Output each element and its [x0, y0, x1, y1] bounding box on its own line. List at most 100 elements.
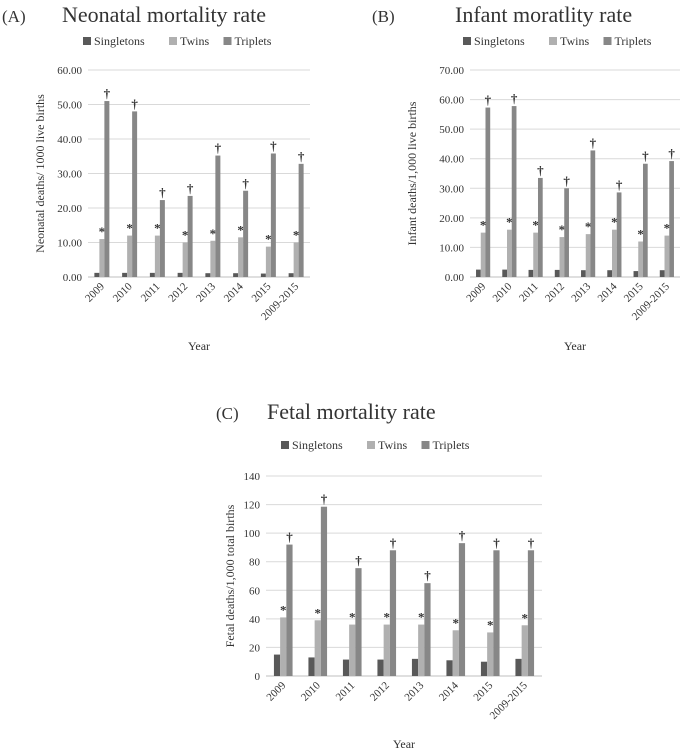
legend-swatch-singletons [463, 37, 471, 45]
y-tick-label: 70.00 [439, 65, 464, 77]
y-tick-label: 140 [244, 471, 261, 483]
significance-marker-twins: * [154, 221, 161, 236]
significance-marker-triplets: † [511, 91, 518, 106]
bar-twins [210, 240, 216, 277]
bar-triplets [458, 543, 466, 676]
significance-marker-twins: * [315, 605, 322, 620]
x-tick-label: 2009 [464, 280, 488, 304]
bar-twins [480, 232, 486, 277]
legend-label-twins: Twins [378, 438, 407, 452]
bar-singletons [377, 659, 384, 676]
legend-label-triplets: Triplets [433, 438, 470, 452]
legend-swatch-singletons [281, 441, 289, 449]
significance-marker-twins: * [637, 227, 644, 242]
bar-singletons [260, 273, 266, 277]
bar-triplets [104, 101, 110, 277]
bar-twins [452, 630, 459, 676]
bar-twins [559, 237, 565, 277]
y-tick-label: 100 [244, 528, 261, 540]
significance-marker-triplets: † [187, 181, 194, 196]
bar-singletons [633, 271, 639, 277]
bar-singletons [554, 269, 560, 277]
bar-twins [383, 624, 390, 676]
significance-marker-twins: * [532, 218, 539, 233]
x-tick-label: 2012 [543, 281, 567, 305]
legend-swatch-twins [367, 441, 375, 449]
significance-marker-triplets: † [286, 530, 293, 545]
significance-marker-twins: * [349, 610, 356, 625]
bar-singletons [149, 272, 155, 277]
x-tick-label: 2012 [368, 680, 392, 704]
bar-triplets [320, 506, 328, 676]
significance-marker-twins: * [99, 224, 106, 239]
x-tick-label: 2015 [471, 679, 495, 703]
chart-title: Infant moratlity rate [455, 2, 632, 27]
significance-marker-triplets: † [485, 93, 492, 108]
significance-marker-triplets: † [355, 553, 362, 568]
significance-marker-triplets: † [159, 185, 166, 200]
bar-twins [154, 235, 160, 277]
panel-neonatal-mortality: (A) Neonatal mortality rate Singletons Twin… [2, 2, 310, 353]
significance-marker-twins: * [384, 610, 391, 625]
bar-twins [238, 237, 244, 277]
x-tick-label: 2013 [402, 679, 426, 703]
significance-marker-twins: * [611, 215, 618, 230]
bar-twins [280, 617, 287, 676]
significance-marker-triplets: † [642, 149, 649, 164]
bar-singletons [122, 272, 128, 277]
legend-swatch-triplets [223, 37, 232, 45]
y-tick-label: 50.00 [439, 124, 464, 136]
y-tick-label: 0.00 [445, 272, 465, 284]
bar-singletons [94, 272, 100, 277]
bar-triplets [642, 163, 648, 277]
bar-triplets [590, 150, 596, 277]
significance-marker-twins: * [280, 602, 287, 617]
y-tick-label: 40.00 [439, 154, 464, 166]
y-tick-label: 30.00 [57, 169, 82, 181]
bar-singletons [659, 270, 665, 277]
legend-label-singletons: Singletons [474, 34, 525, 48]
legend-label-twins: Twins [560, 34, 589, 48]
significance-marker-triplets: † [424, 568, 431, 583]
bar-twins [585, 234, 591, 277]
bar-triplets [159, 200, 165, 277]
chart-title: Fetal mortality rate [267, 399, 436, 424]
panel-label: (A) [2, 7, 26, 26]
bar-singletons [515, 658, 522, 676]
bar-singletons [205, 273, 211, 277]
legend-label-singletons: Singletons [292, 438, 343, 452]
y-tick-label: 60.00 [439, 95, 464, 107]
bar-triplets [424, 583, 431, 676]
y-tick-label: 0.00 [63, 272, 83, 284]
x-tick-label: 2009 [83, 280, 107, 304]
bar-singletons [177, 272, 183, 277]
legend-swatch-triplets [603, 37, 612, 45]
bar-twins [265, 246, 271, 277]
bar-singletons [476, 269, 481, 277]
bar-triplets [286, 544, 293, 676]
y-axis-title: Fetal deaths/1,000 total births [223, 504, 237, 647]
bar-triplets [564, 188, 569, 277]
x-axis-title: Year [188, 339, 210, 353]
legend-swatch-triplets [421, 441, 430, 449]
bar-twins [418, 624, 425, 676]
y-tick-label: 60 [249, 585, 261, 597]
bar-triplets [298, 163, 304, 277]
significance-marker-triplets: † [537, 163, 544, 178]
x-tick-label: 2015 [249, 280, 273, 304]
y-axis-title: Neonatal deaths/ 1000 live births [33, 94, 47, 253]
x-tick-label: 2013 [569, 280, 593, 304]
significance-marker-twins: * [453, 615, 460, 630]
panel-infant-mortality: (B) Infant moratlity rate Singletons Twins T… [372, 2, 680, 353]
significance-marker-triplets: † [459, 528, 466, 543]
significance-marker-twins: * [522, 610, 529, 625]
bar-singletons [411, 658, 419, 676]
x-tick-label: 2011 [517, 281, 541, 305]
y-tick-label: 10.00 [439, 242, 464, 254]
significance-marker-twins: * [559, 222, 566, 237]
x-tick-label: 2012 [166, 281, 190, 305]
significance-marker-twins: * [237, 222, 244, 237]
bar-twins [664, 235, 670, 277]
bar-singletons [480, 661, 488, 676]
